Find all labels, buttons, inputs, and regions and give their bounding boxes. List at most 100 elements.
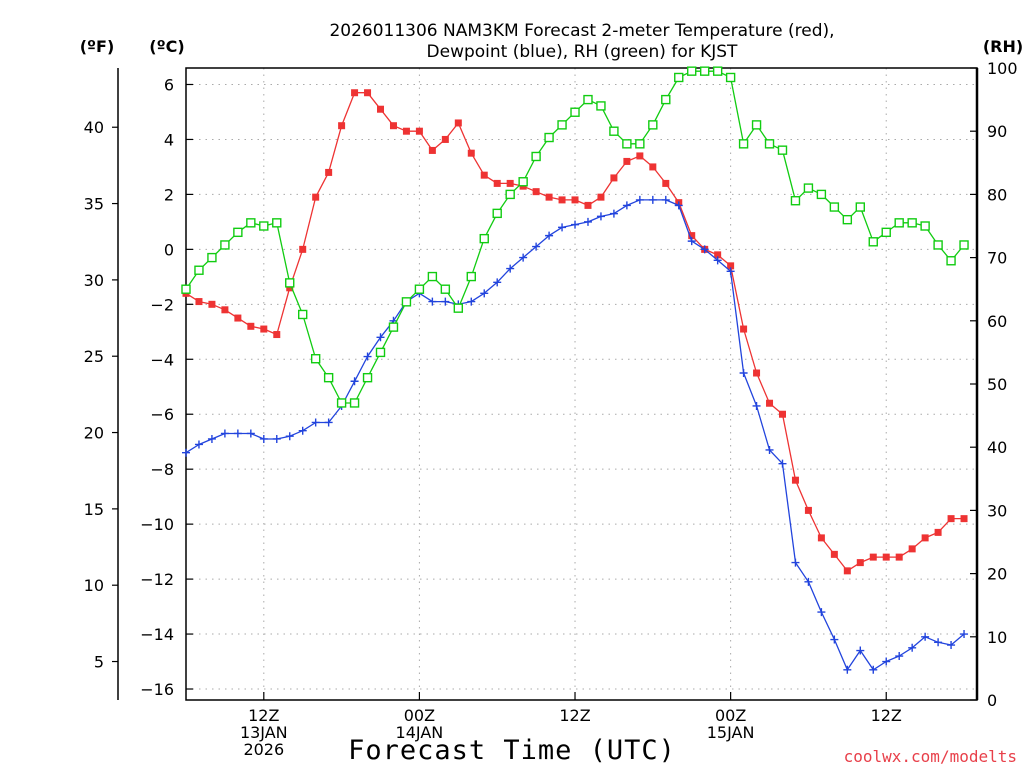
temperature-point xyxy=(545,193,553,201)
rh-point xyxy=(453,303,464,313)
rh-point xyxy=(790,196,801,206)
rh-point xyxy=(349,398,360,408)
credit-text: coolwx.com/modelts xyxy=(844,747,1017,766)
rh-point xyxy=(557,120,567,130)
rh-point xyxy=(764,139,775,149)
rh-point xyxy=(933,240,943,250)
dewpoint-point xyxy=(311,418,320,427)
temperature-point xyxy=(273,331,281,339)
x-tick-label: 12Z xyxy=(248,706,279,725)
dewpoint-point xyxy=(895,652,904,661)
fahrenheit-tick-label: 25 xyxy=(84,347,104,366)
x-tick-label: 12Z xyxy=(559,706,590,725)
rh-point xyxy=(687,66,697,76)
rh-point xyxy=(336,398,347,408)
dewpoint-point xyxy=(480,289,489,298)
rh-point xyxy=(401,297,412,307)
rh-point xyxy=(375,347,386,358)
temperature-point xyxy=(234,314,242,322)
temperature-point xyxy=(727,262,735,270)
dewpoint-point xyxy=(700,245,709,254)
temperature-point xyxy=(960,515,968,523)
rh-point xyxy=(414,284,425,294)
temperature-point xyxy=(402,127,410,135)
celsius-tick-label: −2 xyxy=(150,295,174,314)
temperature-point xyxy=(286,284,294,292)
temperature-point xyxy=(415,127,423,135)
dewpoint-point xyxy=(324,418,333,427)
fahrenheit-tick-label: 15 xyxy=(84,500,104,519)
dewpoint-point xyxy=(220,429,229,438)
temperature-point xyxy=(895,553,903,561)
temperature-point xyxy=(351,89,359,97)
temperature-point xyxy=(221,306,229,314)
fahrenheit-tick-label: 10 xyxy=(84,576,104,595)
rh-point xyxy=(427,271,438,282)
rh-point xyxy=(518,177,528,187)
dewpoint-point xyxy=(947,641,956,650)
rh-unit-label: (RH) xyxy=(983,37,1023,56)
celsius-tick-label: −14 xyxy=(140,625,174,644)
celsius-tick-label: 2 xyxy=(164,185,174,204)
temperature-point xyxy=(856,559,864,567)
rh-tick-label: 70 xyxy=(987,249,1007,268)
dewpoint-point xyxy=(182,448,190,457)
dewpoint-point xyxy=(246,429,255,438)
rh-point xyxy=(544,132,554,143)
dewpoint-point xyxy=(207,434,216,443)
temperature-point xyxy=(791,476,799,484)
rh-point xyxy=(362,372,373,383)
dewpoint-point xyxy=(350,377,359,386)
temperature-point xyxy=(843,567,851,575)
temperature-point xyxy=(428,146,436,154)
dewpoint-point xyxy=(778,459,787,468)
grid-lines xyxy=(186,68,977,700)
rh-point xyxy=(479,233,489,244)
rh-point xyxy=(570,107,580,117)
x-tick-label: 00Z xyxy=(715,706,746,725)
dewpoint-point xyxy=(609,209,618,218)
temperature-point xyxy=(454,119,462,127)
dewpoint-point xyxy=(765,445,774,454)
temperature-point xyxy=(558,196,566,204)
rh-point xyxy=(531,151,541,162)
x-tick-label: 2026 xyxy=(243,740,284,759)
temperature-point xyxy=(882,553,890,561)
rh-point xyxy=(310,354,321,364)
rh-point xyxy=(751,120,762,130)
temperature-point xyxy=(493,179,501,187)
rh-point xyxy=(674,72,684,83)
rh-point xyxy=(596,101,606,111)
rh-point xyxy=(388,322,399,332)
temperature-point xyxy=(766,399,774,407)
celsius-tick-label: 0 xyxy=(164,240,174,259)
rh-point xyxy=(635,139,645,149)
temperature-point xyxy=(869,553,877,561)
temperature-point xyxy=(532,188,540,196)
dewpoint-point xyxy=(558,223,567,232)
fahrenheit-tick-label: 40 xyxy=(84,118,104,137)
temperature-point xyxy=(571,196,579,204)
dewpoint-point xyxy=(519,253,528,262)
chart-title-line-1: 2026011306 NAM3KM Forecast 2-meter Tempe… xyxy=(329,21,834,41)
chart-title-line-2: Dewpoint (blue), RH (green) for KJST xyxy=(427,42,739,62)
celsius-unit-label: (ºC) xyxy=(149,37,184,56)
series-layer xyxy=(181,66,969,674)
fahrenheit-unit-label: (ºF) xyxy=(80,37,115,56)
dewpoint-point xyxy=(571,220,580,229)
rh-point xyxy=(959,240,969,250)
rh-point xyxy=(907,218,917,228)
rh-point xyxy=(648,120,658,130)
dewpoint-point xyxy=(376,333,385,342)
temperature-point xyxy=(662,179,670,187)
temperature-point xyxy=(921,534,929,542)
celsius-tick-label: −8 xyxy=(150,460,174,479)
rh-point xyxy=(738,139,749,149)
dewpoint-point xyxy=(674,201,683,210)
temperature-point xyxy=(714,251,722,259)
rh-tick-label: 0 xyxy=(987,691,997,710)
rh-point xyxy=(855,202,865,212)
temperature-point xyxy=(338,122,346,130)
dewpoint-point xyxy=(934,638,943,647)
dewpoint-point xyxy=(596,212,605,221)
